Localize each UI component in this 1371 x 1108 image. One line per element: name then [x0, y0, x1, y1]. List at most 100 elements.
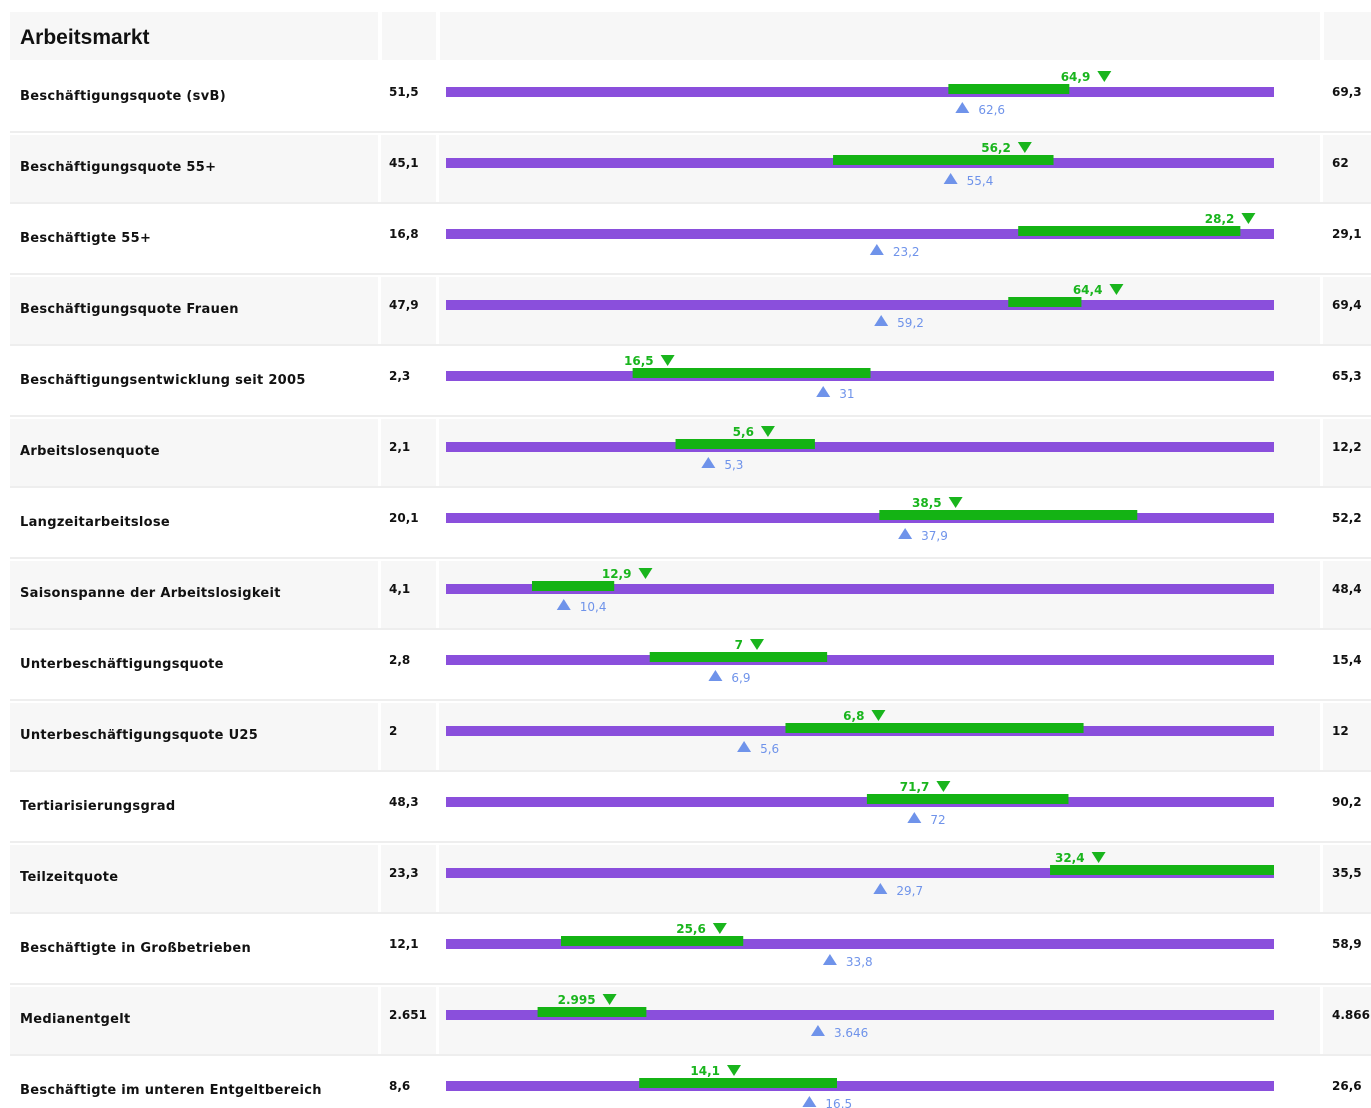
column-divider — [1320, 490, 1323, 557]
green-value-label: 7 — [735, 638, 743, 652]
green-marker-icon — [1091, 852, 1106, 863]
column-divider — [436, 916, 439, 983]
row-divider — [10, 699, 1371, 701]
green-range-bar — [879, 510, 1138, 520]
green-marker-icon — [948, 497, 963, 508]
green-value-label: 14,1 — [690, 1064, 720, 1078]
chart-rows: Beschäftigungsquote (svB) 51,5 69,3 64,9 62,… — [10, 64, 1371, 1108]
column-divider — [1320, 916, 1323, 983]
table-row — [10, 206, 1371, 273]
range-bar — [446, 1010, 1274, 1020]
green-value-label: 64,4 — [1073, 283, 1103, 297]
column-divider — [378, 64, 381, 131]
table-row — [10, 64, 1371, 131]
column-divider — [378, 774, 381, 841]
blue-marker-icon — [907, 812, 922, 823]
green-value-label: 16,5 — [624, 354, 654, 368]
blue-value-label: 3.646 — [834, 1026, 868, 1040]
row-max-value: 15,4 — [1332, 653, 1362, 667]
green-marker-icon — [660, 355, 675, 366]
range-bar — [446, 584, 1274, 594]
column-divider — [378, 490, 381, 557]
blue-marker-icon — [869, 244, 884, 255]
blue-marker-icon — [701, 457, 716, 468]
row-min-value: 45,1 — [389, 156, 419, 170]
column-divider — [436, 1058, 439, 1108]
range-bar — [446, 87, 1274, 97]
green-range-bar — [833, 155, 1054, 165]
row-divider — [10, 273, 1371, 275]
column-divider — [436, 703, 439, 770]
row-label: Teilzeitquote — [20, 870, 118, 885]
row-divider — [10, 344, 1371, 346]
green-range-bar — [1050, 865, 1274, 875]
green-marker-icon — [727, 1065, 741, 1076]
blue-value-label: 31 — [839, 387, 854, 401]
blue-marker-icon — [737, 741, 752, 752]
green-marker-icon — [750, 639, 764, 650]
green-value-label: 71,7 — [900, 780, 930, 794]
blue-value-label: 33,8 — [846, 955, 873, 969]
column-divider — [436, 64, 439, 131]
row-max-value: 62 — [1332, 156, 1349, 170]
green-value-label: 56,2 — [981, 141, 1011, 155]
column-divider — [378, 703, 381, 770]
range-bar — [446, 442, 1274, 452]
row-divider — [10, 486, 1371, 488]
row-label: Beschäftigungsquote 55+ — [20, 160, 216, 175]
blue-value-label: 59,2 — [897, 316, 924, 330]
row-max-value: 90,2 — [1332, 795, 1362, 809]
green-marker-icon — [602, 994, 617, 1005]
green-range-bar — [632, 368, 871, 378]
row-max-value: 48,4 — [1332, 582, 1362, 596]
header-cell-min — [382, 12, 436, 60]
row-label: Beschäftigte 55+ — [20, 231, 151, 246]
row-divider — [10, 912, 1371, 914]
row-divider — [10, 841, 1371, 843]
green-range-bar — [785, 723, 1084, 733]
blue-value-label: 23,2 — [893, 245, 920, 259]
row-min-value: 2,3 — [389, 369, 410, 383]
row-divider — [10, 983, 1371, 985]
column-divider — [378, 632, 381, 699]
blue-marker-icon — [943, 173, 958, 184]
row-divider — [10, 415, 1371, 417]
row-min-value: 2,8 — [389, 653, 410, 667]
column-divider — [378, 135, 381, 202]
range-bar — [446, 868, 1274, 878]
column-divider — [1320, 419, 1323, 486]
blue-marker-icon — [898, 528, 913, 539]
column-divider — [378, 419, 381, 486]
column-divider — [1320, 277, 1323, 344]
green-range-bar — [639, 1078, 837, 1088]
blue-value-label: 6,9 — [731, 671, 750, 685]
column-divider — [436, 135, 439, 202]
column-divider — [436, 277, 439, 344]
row-label: Tertiarisierungsgrad — [20, 799, 175, 814]
row-min-value: 16,8 — [389, 227, 419, 241]
green-value-label: 6,8 — [843, 709, 864, 723]
column-divider — [1320, 64, 1323, 131]
blue-value-label: 37,9 — [921, 529, 948, 543]
row-divider — [10, 131, 1371, 133]
row-divider — [10, 557, 1371, 559]
blue-value-label: 62,6 — [978, 103, 1005, 117]
row-min-value: 2 — [389, 724, 397, 738]
column-divider — [436, 845, 439, 912]
column-divider — [436, 419, 439, 486]
column-divider — [378, 561, 381, 628]
table-row — [10, 490, 1371, 557]
column-divider — [436, 206, 439, 273]
column-divider — [378, 1058, 381, 1108]
green-value-label: 2.995 — [558, 993, 596, 1007]
blue-value-label: 16,5 — [825, 1097, 852, 1108]
green-marker-icon — [1017, 142, 1032, 153]
column-divider — [378, 845, 381, 912]
blue-marker-icon — [873, 883, 888, 894]
table-row — [10, 703, 1371, 770]
table-row — [10, 987, 1371, 1054]
column-divider — [1320, 632, 1323, 699]
row-max-value: 12 — [1332, 724, 1349, 738]
blue-value-label: 10,4 — [580, 600, 607, 614]
